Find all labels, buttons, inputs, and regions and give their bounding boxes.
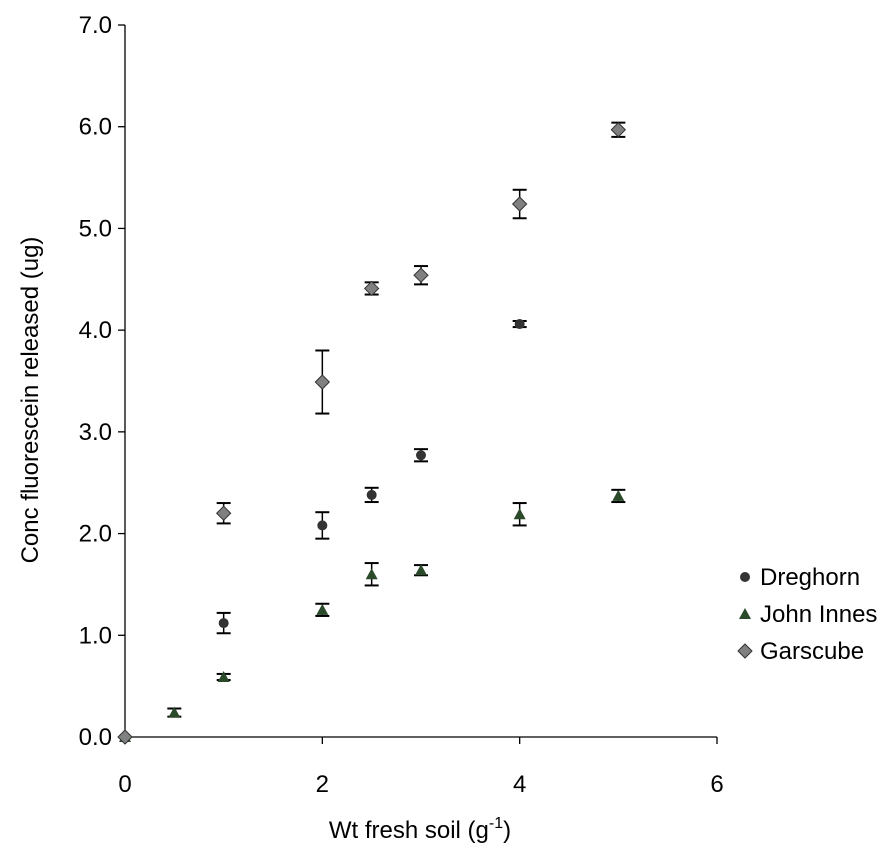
data-point: [217, 670, 230, 682]
data-point: [363, 280, 380, 297]
series-dreghorn: [120, 319, 527, 742]
x-tick-label: 2: [316, 771, 329, 798]
legend-label: John Innes: [760, 601, 877, 628]
y-tick-label: 5.0: [79, 215, 112, 242]
data-point: [415, 564, 427, 576]
legend: Dreghorn John Innes Garscube: [737, 564, 877, 665]
data-point: [365, 568, 378, 580]
y-tick-label: 3.0: [79, 419, 112, 446]
data-point: [416, 450, 426, 461]
ticks: 0.0 1.0 2.0 3.0 4.0 5.0 6.0 7.0 0 2 4 6: [79, 12, 724, 798]
data-point: [314, 374, 331, 390]
x-axis-title-close: ): [503, 817, 511, 844]
legend-label: Dreghorn: [760, 564, 860, 591]
data-point: [366, 489, 377, 500]
data-point: [413, 267, 429, 283]
data-points: [117, 121, 627, 745]
y-tick-label: 0.0: [79, 724, 112, 751]
y-tick-label: 1.0: [79, 622, 112, 649]
y-tick-label: 2.0: [79, 521, 112, 548]
data-point: [317, 520, 328, 531]
data-point: [168, 706, 181, 718]
y-tick-label: 7.0: [79, 12, 112, 39]
x-tick-label: 6: [710, 771, 723, 798]
data-point: [610, 122, 627, 138]
x-axis-title-main: Wt fresh soil (g: [329, 817, 489, 844]
data-point: [511, 196, 528, 212]
legend-label: Garscube: [760, 638, 864, 665]
data-point: [514, 319, 525, 330]
series-john-innes: [119, 488, 626, 742]
y-axis-title: Conc fluorescein released (ug): [17, 237, 44, 564]
data-point: [218, 618, 229, 629]
data-point: [215, 505, 232, 521]
series-garscube: [117, 121, 627, 745]
data-point: [513, 508, 526, 520]
legend-marker: [740, 572, 750, 582]
y-tick-label: 6.0: [79, 114, 112, 141]
axes: [124, 25, 717, 738]
x-tick-label: 4: [513, 771, 526, 798]
x-axis-title: Wt fresh soil (g-1): [329, 815, 511, 844]
data-point: [612, 489, 625, 501]
y-tick-label: 4.0: [79, 317, 112, 344]
x-axis-title-superscript: -1: [489, 815, 503, 832]
legend-marker: [737, 643, 753, 659]
data-point: [117, 729, 133, 745]
data-point: [316, 603, 329, 615]
legend-marker: [739, 608, 751, 619]
x-tick-label: 0: [118, 771, 131, 798]
